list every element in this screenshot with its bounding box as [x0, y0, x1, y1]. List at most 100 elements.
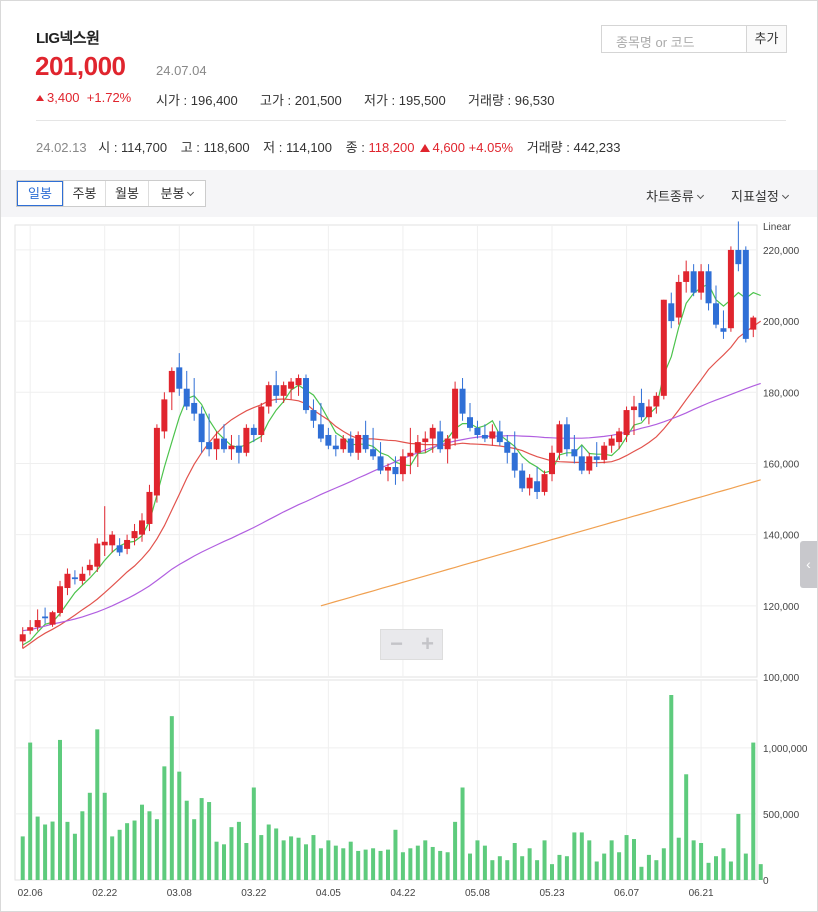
volume-bar	[535, 860, 540, 880]
price-tick-label: 100,000	[763, 673, 800, 684]
volume-bar	[438, 850, 443, 880]
candle-body	[452, 388, 459, 439]
indicator-settings-menu[interactable]: 지표설정	[731, 186, 789, 205]
candle-body	[325, 434, 332, 446]
zoom-in-button[interactable]: +	[421, 631, 434, 656]
candle-body	[563, 424, 570, 450]
volume-bar	[602, 853, 607, 880]
stock-search-input[interactable]: 종목명 or 코드	[601, 25, 747, 53]
candle-body	[191, 402, 198, 414]
volume-bar	[341, 848, 346, 880]
volume-bar	[520, 856, 525, 880]
candle-body	[616, 431, 623, 443]
hover-close-label: 종	[345, 140, 358, 155]
candle-body	[720, 328, 727, 332]
price-tick-label: 120,000	[763, 602, 800, 613]
volume-bar	[169, 716, 174, 880]
volume-bar	[117, 829, 122, 880]
candle-body	[675, 281, 682, 318]
candle-body	[735, 249, 742, 265]
candle-body	[161, 399, 168, 432]
volume-bar	[661, 848, 666, 880]
volume-bar	[699, 843, 704, 880]
volume-bar	[453, 821, 458, 880]
candle-body	[213, 438, 220, 450]
hover-change-percent: +4.05%	[468, 140, 514, 155]
add-button[interactable]: 추가	[746, 25, 787, 53]
volume-bar	[430, 846, 435, 880]
hover-ohlc-bar: 24.02.13 시 : 114,700 고 : 118,600 저 : 114…	[36, 137, 620, 156]
candle-body	[750, 317, 757, 330]
volume-bar	[58, 739, 62, 880]
volume-bar	[371, 848, 376, 880]
hover-high-value: 118,600	[203, 140, 250, 155]
volume-bar	[20, 836, 25, 880]
candle-body	[653, 395, 660, 407]
candle-body	[340, 438, 347, 450]
candle-body	[422, 438, 429, 443]
candle-body	[86, 564, 93, 571]
candle-body	[317, 424, 324, 439]
volume-bar	[609, 840, 614, 880]
tab-monthly[interactable]: 월봉	[106, 181, 149, 206]
candle-body	[183, 388, 190, 407]
volume-bar	[654, 860, 659, 880]
candle-body	[310, 410, 317, 421]
tab-daily[interactable]: 일봉	[17, 181, 64, 206]
candle-body	[176, 367, 183, 389]
volume-bar	[378, 850, 383, 880]
volume-bar	[132, 820, 137, 880]
candle-body	[64, 573, 71, 589]
candle-body	[109, 534, 116, 546]
volume-bar	[147, 811, 152, 880]
change-amount: 3,400	[47, 90, 80, 105]
hover-close-value: 118,200	[368, 140, 415, 155]
candle-body	[489, 431, 496, 439]
hover-volume: 거래량 : 442,233	[526, 140, 621, 155]
volume-bar	[289, 836, 294, 880]
candle-body	[362, 434, 369, 450]
candle-body	[645, 406, 652, 418]
candle-body	[556, 424, 563, 453]
zoom-out-button[interactable]: −	[390, 631, 403, 656]
candle-body	[683, 271, 690, 282]
low-stat: 저가 : 195,500	[364, 93, 446, 108]
candle-body	[347, 438, 354, 453]
tab-minute[interactable]: 분봉	[149, 181, 205, 206]
volume-bar	[162, 766, 167, 880]
x-tick-label: 04.05	[316, 888, 341, 899]
low-label: 저가	[364, 93, 388, 108]
candle-body	[727, 249, 734, 329]
volume-bar	[214, 841, 219, 880]
price-plot-area	[14, 224, 758, 678]
chart-type-menu[interactable]: 차트종류	[646, 186, 704, 205]
volume-bar	[490, 860, 495, 880]
candle-body	[444, 438, 451, 450]
volume-bar	[564, 856, 569, 880]
volume-bar	[505, 860, 510, 880]
header-divider	[36, 120, 786, 121]
change-percent: +1.72%	[86, 90, 132, 105]
price-tick-label: 140,000	[763, 531, 800, 542]
x-tick-label: 05.23	[539, 888, 564, 899]
candle-body	[19, 634, 26, 642]
hover-high-label: 고	[180, 140, 193, 155]
volume-bar	[207, 802, 212, 880]
volume-bar	[743, 853, 748, 880]
volume-bar	[102, 792, 107, 880]
volume-bar	[415, 845, 420, 880]
volume-bar	[557, 854, 562, 880]
hover-close: 종 : 118,200	[345, 140, 415, 155]
volume-bar	[676, 837, 681, 880]
high-stat: 고가 : 201,500	[260, 93, 342, 108]
candle-body	[139, 520, 145, 535]
candle-body	[541, 474, 548, 492]
side-panel-toggle[interactable]: ‹	[800, 541, 817, 588]
volume-bar	[110, 836, 115, 880]
tab-weekly[interactable]: 주봉	[64, 181, 106, 206]
volume-bar	[624, 835, 629, 880]
volume-bar	[304, 844, 308, 880]
candle-body	[303, 378, 309, 411]
volume-bar	[72, 833, 77, 880]
